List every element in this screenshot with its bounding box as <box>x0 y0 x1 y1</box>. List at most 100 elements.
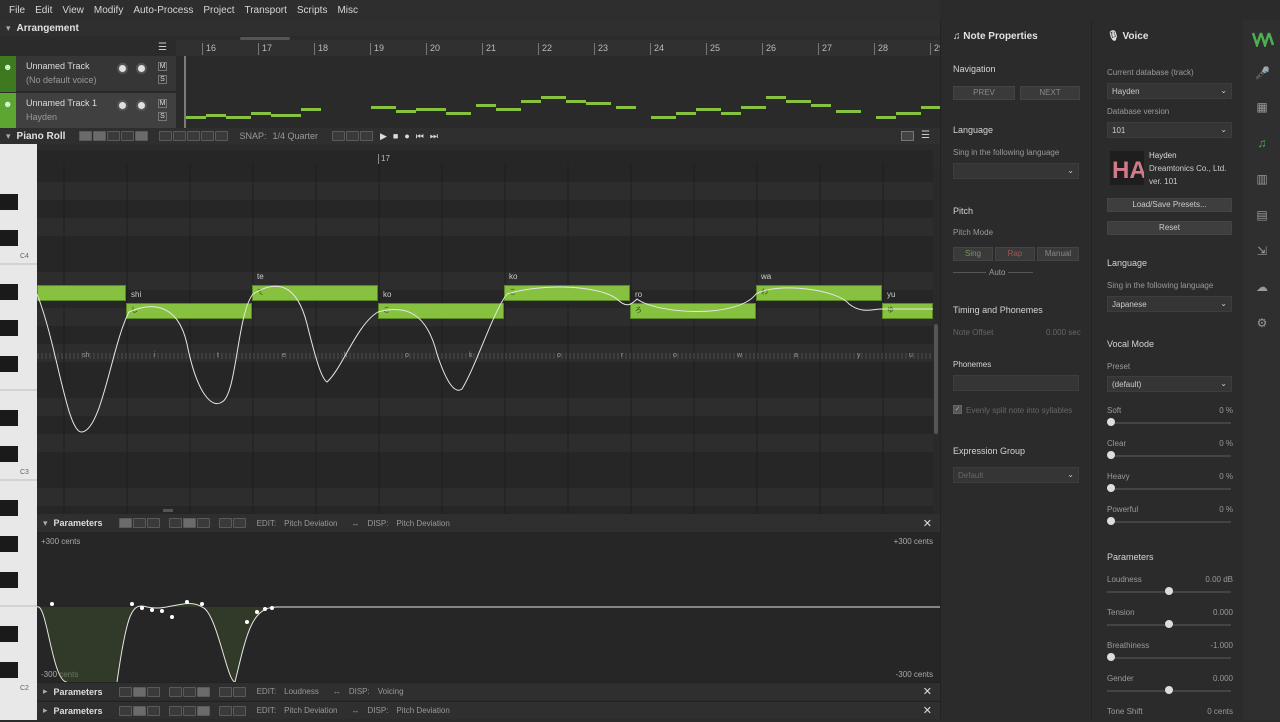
slider-thumb[interactable] <box>1107 418 1115 426</box>
snap-select[interactable]: 1/4 Quarter <box>272 131 318 141</box>
vibrato-tool-icon[interactable] <box>135 131 149 141</box>
mute-button[interactable]: M <box>158 62 167 71</box>
note-lyric[interactable]: yu <box>887 290 896 299</box>
down-param-icon[interactable] <box>168 686 182 697</box>
menu-transport[interactable]: Transport <box>244 4 287 16</box>
x4-param-icon[interactable] <box>232 686 246 697</box>
note-language-select[interactable]: ⌄ <box>953 163 1079 179</box>
note-lyric[interactable]: ko <box>383 290 392 299</box>
arrangement-ruler[interactable]: 16 17 18 19 20 21 22 23 24 25 26 27 28 2… <box>176 40 944 56</box>
stop-icon[interactable]: ■ <box>392 131 399 141</box>
scissors-tool-icon[interactable] <box>107 131 121 141</box>
x2-param-icon[interactable] <box>218 518 232 528</box>
edit-select[interactable]: Loudness <box>284 687 319 696</box>
solo-button[interactable]: S <box>158 112 167 121</box>
roll-resize-handle[interactable] <box>163 509 173 512</box>
swap-icon[interactable]: ↔ <box>332 687 341 696</box>
pencil-param-tool-icon[interactable] <box>132 686 146 697</box>
param-slider-tension[interactable] <box>1107 620 1231 628</box>
library-tab-icon[interactable]: ▥ <box>1256 172 1268 186</box>
expression-select[interactable]: Default ⌄ <box>953 467 1079 483</box>
mode-slider-clear[interactable] <box>1107 451 1231 459</box>
pencil-tool-icon[interactable] <box>93 131 107 141</box>
roll-scrollbar[interactable] <box>934 324 938 434</box>
note[interactable] <box>37 285 126 301</box>
curve-tool-icon[interactable] <box>159 131 173 141</box>
collapse-chevron-icon[interactable]: ▾ <box>6 22 11 33</box>
slider-thumb[interactable] <box>1107 653 1115 661</box>
slider-thumb[interactable] <box>1107 484 1115 492</box>
piano-roll-ruler[interactable]: 17 <box>37 150 933 164</box>
metronome-icon[interactable] <box>359 131 373 141</box>
menu-project[interactable]: Project <box>203 4 235 16</box>
note-offset-value[interactable]: 0.000 sec <box>1046 328 1081 337</box>
collapse-chevron-icon[interactable]: ▾ <box>6 130 11 141</box>
piano-roll-menu-icon[interactable]: ☰ <box>921 130 930 141</box>
pan-knob[interactable] <box>136 63 147 74</box>
solo-button[interactable]: S <box>158 75 167 84</box>
disp-select[interactable]: Voicing <box>377 687 404 696</box>
down-param-icon[interactable] <box>168 518 182 528</box>
menu-modify[interactable]: Modify <box>93 4 124 16</box>
phoneme-tool-icon[interactable] <box>187 131 201 141</box>
next-button[interactable]: NEXT <box>1020 86 1080 100</box>
voice-tab-icon[interactable]: 🎤 <box>1255 66 1270 80</box>
slider-thumb[interactable] <box>1165 686 1173 694</box>
pencil-param-tool-icon[interactable] <box>132 518 146 528</box>
cloud-tab-icon[interactable]: ☁ <box>1256 280 1268 294</box>
disp-select[interactable]: Pitch Deviation <box>396 518 450 528</box>
edit-select[interactable]: Pitch Deviation <box>284 706 338 715</box>
track-menu-icon[interactable]: ☰ <box>158 42 167 53</box>
wave-tool-icon[interactable] <box>173 131 187 141</box>
note-lyric[interactable]: ko <box>509 272 518 281</box>
track-row[interactable]: ☻ Unnamed Track 1 Hayden M S <box>0 93 176 129</box>
menu-misc[interactable]: Misc <box>337 4 359 16</box>
x4-param-icon[interactable] <box>232 518 246 528</box>
menu-file[interactable]: File <box>9 4 26 16</box>
auto-scroll-icon[interactable] <box>331 131 345 141</box>
note-lyric[interactable]: te <box>257 272 264 281</box>
smooth-param-icon[interactable] <box>182 705 196 716</box>
render-tab-icon[interactable]: ⇲ <box>1256 244 1268 258</box>
menu-edit[interactable]: Edit <box>35 4 53 16</box>
mode-slider-powerful[interactable] <box>1107 517 1231 525</box>
menu-auto-process[interactable]: Auto-Process <box>133 4 194 16</box>
keyboard-tool-icon[interactable] <box>215 131 229 141</box>
pencil-param-tool-icon[interactable] <box>132 705 146 716</box>
select-param-tool-icon[interactable] <box>118 686 132 697</box>
edit-select[interactable]: Pitch Deviation <box>284 518 338 528</box>
x2-param-icon[interactable] <box>218 705 232 716</box>
clapper-tab-icon[interactable]: ▦ <box>1256 100 1268 114</box>
track-name[interactable]: Unnamed Track <box>26 61 90 71</box>
close-icon[interactable]: ✕ <box>922 705 932 717</box>
line-param-tool-icon[interactable] <box>146 518 160 528</box>
manual-mode-button[interactable]: Manual <box>1037 247 1079 261</box>
mode-slider-heavy[interactable] <box>1107 484 1231 492</box>
line-param-tool-icon[interactable] <box>146 686 160 697</box>
slider-thumb[interactable] <box>1107 517 1115 525</box>
menu-view[interactable]: View <box>62 4 84 16</box>
arc-param-icon[interactable] <box>196 518 210 528</box>
evenly-split-checkbox[interactable]: ✓ <box>953 405 962 414</box>
voice-language-select[interactable]: Japanese ⌄ <box>1107 296 1232 312</box>
swap-icon[interactable]: ↔ <box>351 518 360 528</box>
note-lyric[interactable]: shi <box>131 290 142 299</box>
select-param-tool-icon[interactable] <box>118 518 132 528</box>
play-icon[interactable]: ▶ <box>379 130 387 141</box>
piano-roll-canvas[interactable]: し て こ こ ろ わ ゆ shi te ko ko ro wa yu sh i… <box>37 164 933 514</box>
loop-icon[interactable] <box>345 131 359 141</box>
note-lyric[interactable]: ro <box>635 290 643 299</box>
sing-mode-button[interactable]: Sing <box>953 247 993 261</box>
expand-chevron-icon[interactable]: ▾ <box>43 517 48 528</box>
phonemes-input[interactable] <box>953 375 1079 391</box>
book-tab-icon[interactable]: ▤ <box>1256 208 1268 222</box>
mute-button[interactable]: M <box>158 99 167 108</box>
expand-chevron-icon[interactable]: ▸ <box>43 686 48 696</box>
note[interactable]: ゆ <box>882 303 933 319</box>
preset-select[interactable]: (default) ⌄ <box>1107 376 1232 392</box>
select-param-tool-icon[interactable] <box>118 705 132 716</box>
note[interactable]: て <box>252 285 378 301</box>
down-param-icon[interactable] <box>168 705 182 716</box>
piano-keyboard[interactable] <box>0 144 37 720</box>
smooth-param-icon[interactable] <box>182 518 196 528</box>
